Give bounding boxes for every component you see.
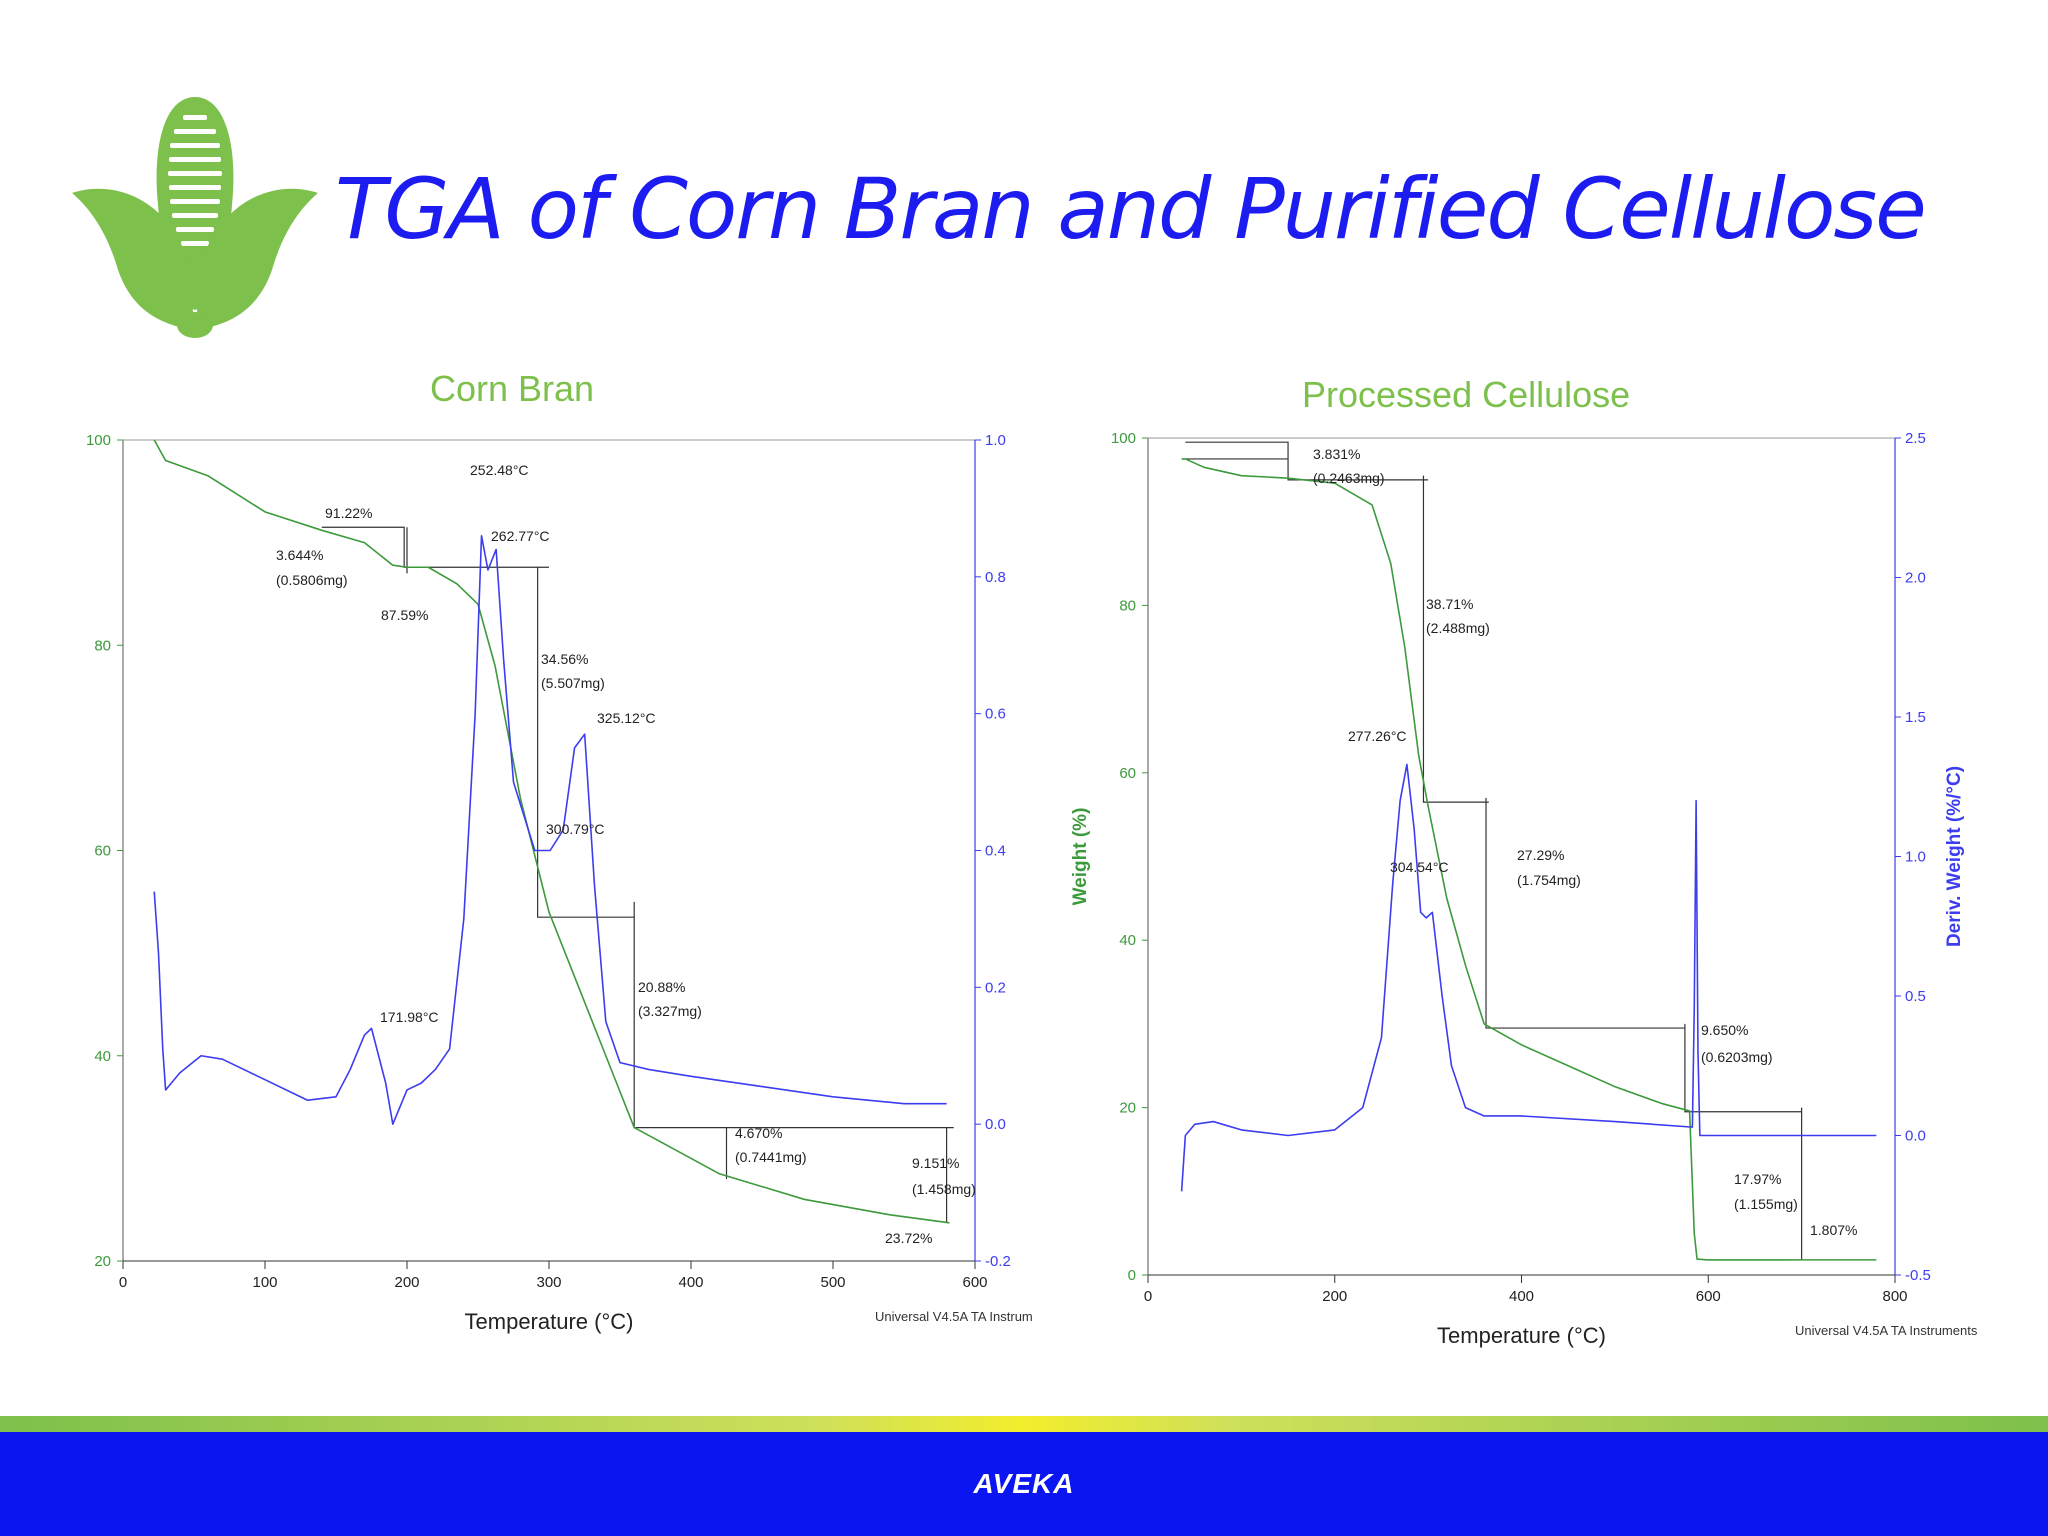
y-tick-label: 100 [1111,430,1136,447]
step-marker [1684,1023,1802,1113]
annotation-label: 34.56% [541,651,588,667]
annotation-label: 171.98°C [380,1009,439,1025]
x-tick-label: 500 [820,1274,845,1291]
step-marker [537,567,635,918]
y2-tick-label: -0.2 [985,1253,1011,1270]
annotation-label: 3.644% [276,547,323,563]
annotation-label: (5.507mg) [541,675,605,691]
y2-tick-label: 0.6 [985,706,1006,723]
annotation-label: 300.79°C [546,821,605,837]
y2-tick-label: 0.5 [1905,988,1926,1005]
y-tick-label: 0 [1128,1267,1136,1284]
chart-title-corn-bran: Corn Bran [430,368,595,409]
y2-tick-label: 0.4 [985,843,1006,860]
annotation-label: (0.5806mg) [276,572,348,588]
y2-tick-label: 0.0 [1905,1128,1926,1145]
annotation-label: 277.26°C [1348,728,1407,744]
x-axis-label: Temperature (°C) [465,1309,634,1334]
y2-tick-label: 1.0 [985,432,1006,449]
x-axis-label: Temperature (°C) [1437,1323,1606,1348]
y2-tick-label: 0.8 [985,569,1006,586]
x-tick-label: 0 [119,1274,127,1291]
step-marker [1422,475,1489,803]
x-tick-label: 800 [1882,1288,1907,1305]
y2-tick-label: 2.0 [1905,570,1926,587]
y2-tick-label: 0.0 [985,1116,1006,1133]
chart-title-processed-cellulose: Processed Cellulose [1302,374,1631,415]
annotation-label: 23.72% [885,1230,932,1246]
y2-tick-label: 1.0 [1905,849,1926,866]
annotation-label: (1.754mg) [1517,872,1581,888]
annotation-label: 4.670% [735,1125,782,1141]
deriv-weight-line [1180,763,1877,1192]
x-tick-label: 0 [1144,1288,1152,1305]
step-marker [1185,441,1429,481]
y-tick-label: 40 [1119,932,1136,949]
y2-tick-label: 0.2 [985,979,1006,996]
annotation-label: 17.97% [1734,1171,1781,1187]
annotation-label: 9.151% [912,1155,959,1171]
x-tick-label: 400 [678,1274,703,1291]
y-tick-label: 80 [1119,597,1136,614]
y-tick-label: 100 [86,432,111,449]
footer-label: AVEKA [973,1468,1075,1499]
footer-bar: AVEKA [0,1432,2048,1536]
annotation-label: 91.22% [325,505,372,521]
annotation-label: 9.650% [1701,1022,1748,1038]
annotation-label: 304.54°C [1390,859,1449,875]
y-tick-label: 60 [94,843,111,860]
footer-stripe [0,1416,2048,1432]
annotation-label: (1.155mg) [1734,1196,1798,1212]
x-tick-label: 300 [536,1274,561,1291]
instrument-note: Universal V4.5A TA Instrum [875,1309,1033,1324]
x-tick-label: 200 [1322,1288,1347,1305]
x-tick-label: 600 [962,1274,987,1291]
annotation-label: 252.48°C [470,462,529,478]
weight-line [153,439,950,1224]
annotation-label: (2.488mg) [1426,620,1490,636]
annotation-label: 325.12°C [597,710,656,726]
x-tick-label: 100 [252,1274,277,1291]
deriv-weight-line [153,534,947,1125]
annotation-label: (0.6203mg) [1701,1049,1773,1065]
weight-line [1181,458,1877,1261]
step-marker [1485,797,1685,1029]
annotation-label: 38.71% [1426,596,1473,612]
corn-cob-leaves-icon [72,97,318,338]
x-tick-label: 600 [1696,1288,1721,1305]
x-tick-label: 200 [394,1274,419,1291]
annotation-label: 262.77°C [491,528,550,544]
annotation-label: 87.59% [381,607,428,623]
y-tick-label: 20 [1119,1100,1136,1117]
step-marker [321,526,549,568]
annotation-label: (1.458mg) [912,1181,976,1197]
x-tick-label: 400 [1509,1288,1534,1305]
y-tick-label: 60 [1119,765,1136,782]
annotation-label: (3.327mg) [638,1003,702,1019]
annotation-label: (0.2463mg) [1313,470,1385,486]
y2-tick-label: 1.5 [1905,709,1926,726]
annotation-label: 20.88% [638,979,685,995]
slide-title: TGA of Corn Bran and Purified Cellulose [335,160,1927,258]
y-tick-label: 20 [94,1253,111,1270]
instrument-note: Universal V4.5A TA Instruments [1795,1323,1978,1338]
y2-axis-label: Deriv. Weight (%/°C) [1944,766,1965,947]
annotation-label: (0.7441mg) [735,1149,807,1165]
y-axis-label: Weight (%) [1070,808,1091,906]
y2-tick-label: -0.5 [1905,1267,1931,1284]
annotation-label: 3.831% [1313,446,1360,462]
y2-tick-label: 2.5 [1905,430,1926,447]
y-tick-label: 80 [94,637,111,654]
y-tick-label: 40 [94,1048,111,1065]
annotation-label: 27.29% [1517,847,1564,863]
annotation-label: 1.807% [1810,1222,1857,1238]
